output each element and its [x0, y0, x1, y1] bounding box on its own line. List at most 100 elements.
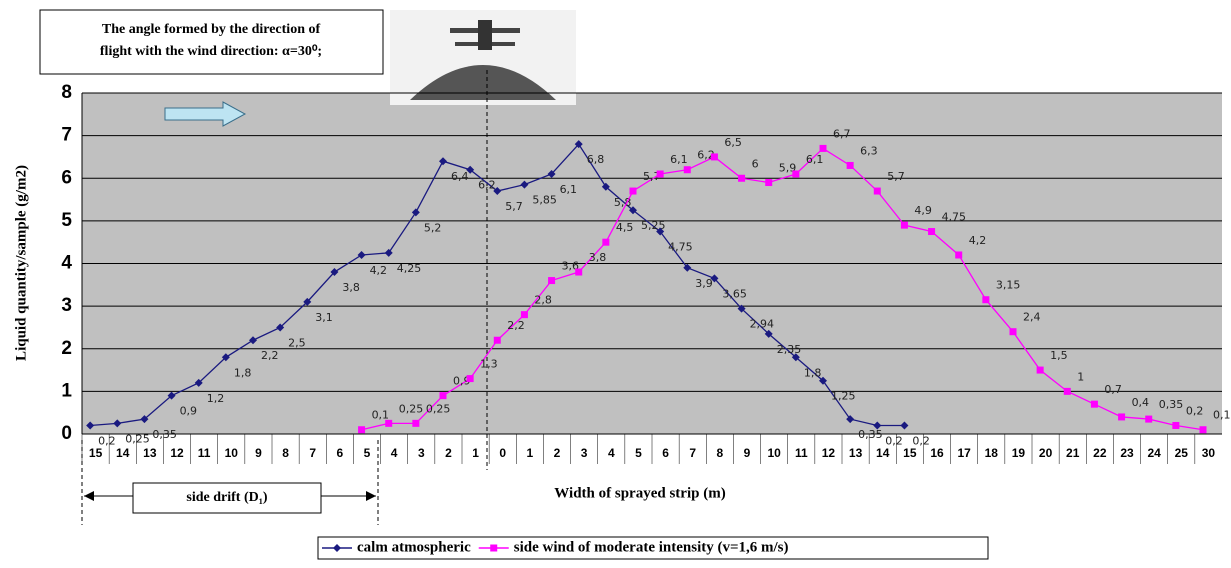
wind-arrow [164, 101, 247, 127]
marker [493, 336, 501, 344]
marker [411, 208, 420, 217]
x-tick-label: 9 [255, 446, 262, 460]
marker [873, 187, 881, 195]
marker [683, 263, 692, 272]
marker [1118, 413, 1126, 421]
x-axis-title: Width of sprayed strip (m) [554, 485, 725, 501]
data-label: 6,1 [806, 153, 824, 166]
data-label: 5,85 [532, 194, 557, 207]
data-label: 0,2 [912, 434, 930, 447]
data-label: 2,2 [261, 349, 279, 362]
x-tick-label: 13 [143, 446, 157, 460]
data-label: 2,8 [534, 294, 552, 307]
data-label: 4,75 [942, 211, 967, 224]
marker [738, 174, 746, 182]
data-label: 0,9 [180, 405, 198, 418]
data-label: 2,2 [507, 319, 525, 332]
y-tick-label: 4 [61, 253, 72, 274]
marker [194, 378, 203, 387]
data-label: 3,6 [562, 260, 580, 273]
side-drift-label: side drift (D₁) [186, 490, 268, 505]
annotation: The angle formed by the direction of [102, 22, 321, 37]
marker [547, 169, 556, 178]
marker [167, 391, 176, 400]
legend-marker [333, 544, 341, 552]
marker [357, 250, 366, 259]
marker [764, 329, 773, 338]
marker [412, 419, 420, 427]
data-label: 6,5 [724, 136, 742, 149]
data-label: 3,65 [722, 287, 747, 300]
x-tick-label: 18 [985, 446, 999, 460]
marker [900, 221, 908, 229]
x-tick-label: 17 [957, 446, 971, 460]
marker [86, 421, 95, 430]
legend [317, 536, 989, 560]
x-tick-label: 16 [930, 446, 944, 460]
x-tick-label: 23 [1120, 446, 1134, 460]
data-label: 0,25 [125, 432, 149, 445]
marker [1036, 366, 1044, 374]
data-label: 1,25 [831, 390, 856, 403]
marker [846, 415, 855, 424]
marker [574, 140, 583, 149]
x-tick-label: 15 [89, 446, 103, 460]
data-label: 0,7 [1104, 383, 1122, 396]
data-label: 2,35 [777, 343, 802, 356]
x-tick-label: 3 [581, 446, 588, 460]
x-tick-label: 1 [472, 446, 479, 460]
data-label: 0,9 [453, 375, 471, 388]
legend-label: calm atmospheric [357, 539, 471, 555]
marker [737, 304, 746, 313]
data-label: 0,2 [1186, 404, 1204, 417]
marker [439, 392, 447, 400]
x-tick-label: 20 [1039, 446, 1053, 460]
data-label: 2,5 [288, 336, 306, 349]
marker [791, 353, 800, 362]
x-tick-label: 14 [116, 446, 130, 460]
data-label: 3,1 [315, 311, 333, 324]
data-label: 3,8 [342, 281, 360, 294]
y-tick-label: 2 [61, 338, 72, 359]
marker [928, 228, 936, 236]
x-tick-label: 10 [767, 446, 781, 460]
x-tick-label: 22 [1093, 446, 1107, 460]
data-label: 1,8 [804, 366, 822, 379]
marker [520, 311, 528, 319]
x-tick-label: 12 [822, 446, 836, 460]
data-label: 5,7 [505, 200, 523, 213]
marker [221, 353, 230, 362]
data-label: 1 [1077, 370, 1084, 383]
data-label: 4,9 [914, 204, 932, 217]
marker [710, 153, 718, 161]
marker [493, 187, 502, 196]
x-tick-label: 24 [1147, 446, 1161, 460]
data-label: 5,9 [779, 162, 797, 175]
x-tick-label: 7 [689, 446, 696, 460]
side-drift-box [132, 482, 322, 514]
data-label: 6,4 [451, 170, 469, 183]
x-tick-label: 21 [1066, 446, 1080, 460]
marker [249, 336, 257, 345]
x-tick-label: 15 [903, 446, 917, 460]
data-label: 6 [752, 157, 759, 170]
data-label: 4,2 [370, 264, 388, 277]
y-tick-label: 1 [61, 380, 72, 401]
x-tick-label: 9 [744, 446, 751, 460]
data-label: 0,25 [399, 402, 424, 415]
data-label: 0,1 [1213, 409, 1231, 422]
marker [601, 182, 610, 191]
data-label: 4,75 [668, 241, 693, 254]
y-tick-label: 6 [61, 167, 72, 188]
marker [710, 274, 719, 283]
marker [385, 419, 393, 427]
data-label: 6,8 [587, 153, 605, 166]
marker [358, 426, 366, 434]
data-label: 0,2 [885, 434, 903, 447]
marker [1199, 426, 1207, 434]
marker [1145, 415, 1153, 423]
marker [1090, 400, 1098, 408]
marker [792, 170, 800, 178]
x-tick-label: 4 [608, 446, 615, 460]
